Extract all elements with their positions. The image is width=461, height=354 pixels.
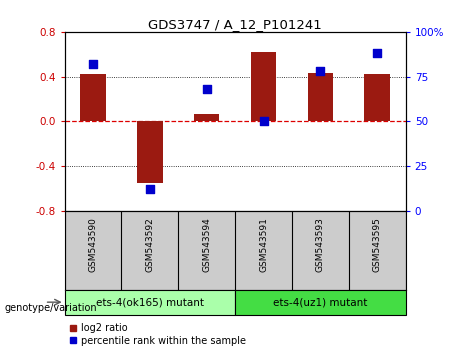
- Text: ets-4(uz1) mutant: ets-4(uz1) mutant: [273, 297, 367, 307]
- Text: ets-4(ok165) mutant: ets-4(ok165) mutant: [96, 297, 204, 307]
- Bar: [80, 74, 106, 121]
- Bar: [194, 114, 219, 121]
- Point: [203, 86, 210, 92]
- Text: GSM543594: GSM543594: [202, 217, 211, 272]
- Text: GSM543593: GSM543593: [316, 217, 325, 272]
- Bar: [235, 290, 406, 315]
- Text: GSM543591: GSM543591: [259, 217, 268, 272]
- Text: genotype/variation: genotype/variation: [5, 303, 97, 313]
- Bar: [365, 74, 390, 121]
- Point: [373, 51, 381, 56]
- Bar: [65, 290, 235, 315]
- Bar: [251, 52, 276, 121]
- Point: [89, 61, 97, 67]
- Point: [317, 68, 324, 74]
- Text: GSM543590: GSM543590: [89, 217, 97, 272]
- Text: GSM543595: GSM543595: [373, 217, 382, 272]
- Legend: log2 ratio, percentile rank within the sample: log2 ratio, percentile rank within the s…: [70, 323, 246, 346]
- Title: GDS3747 / A_12_P101241: GDS3747 / A_12_P101241: [148, 18, 322, 31]
- Point: [260, 119, 267, 124]
- Bar: [137, 121, 163, 183]
- Point: [146, 187, 154, 192]
- Bar: [307, 73, 333, 121]
- Text: GSM543592: GSM543592: [145, 217, 154, 272]
